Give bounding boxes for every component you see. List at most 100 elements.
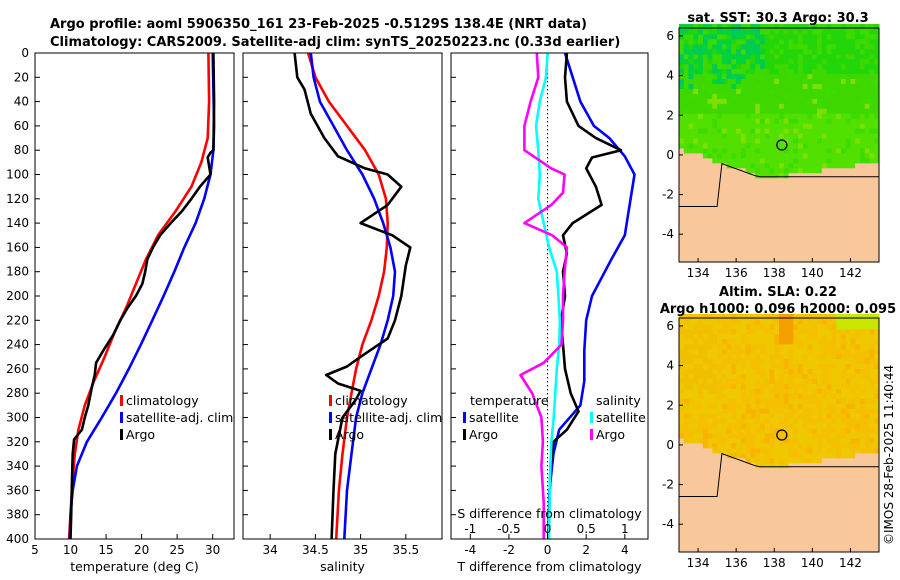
- sst_map-cell: [869, 118, 875, 124]
- sla_map-cell: [745, 358, 751, 365]
- sst_map-cell: [740, 242, 747, 248]
- sst_map-cell: [769, 33, 775, 40]
- sla_map-cell: [740, 358, 747, 365]
- sla_map-cell: [679, 477, 685, 484]
- sst_map-cell: [783, 48, 790, 55]
- sla_map-cell: [721, 482, 728, 489]
- sst_map-cell: [764, 232, 770, 238]
- sla_map-cell: [683, 348, 690, 355]
- sst_map-cell: [779, 197, 785, 204]
- sst_map-cell: [836, 197, 842, 204]
- sla_map-cell: [812, 542, 818, 548]
- sst_map-cell: [731, 88, 737, 94]
- sla_map-cell: [712, 318, 718, 325]
- sst_map-cell: [779, 232, 785, 238]
- sst_map-cell: [831, 143, 837, 149]
- sst_map-cell: [755, 123, 761, 129]
- sla_map-cell: [779, 418, 785, 424]
- sla_map-cell: [855, 368, 861, 375]
- sla_map-cell: [840, 447, 847, 454]
- sla_map-cell: [807, 403, 813, 409]
- sst_map-cell: [698, 237, 704, 243]
- sla_map-cell: [869, 383, 875, 389]
- sla_map-cell: [712, 477, 718, 484]
- sst_map-cell: [707, 24, 713, 30]
- sla_map-cell: [698, 348, 704, 355]
- difference-x2label: S difference from climatology: [457, 506, 642, 521]
- sst_map-cell: [693, 217, 699, 223]
- sla_map-cell: [759, 328, 766, 335]
- sla_map-cell: [821, 472, 828, 479]
- sst_map-cell: [798, 123, 804, 129]
- sst_map-cell: [798, 167, 804, 174]
- sla_map-cell: [726, 418, 732, 424]
- sst_map-cell: [698, 48, 704, 55]
- sst_map-cell: [812, 143, 818, 149]
- sst_map-cell: [755, 88, 761, 94]
- sst_map-cell: [855, 212, 861, 218]
- sst_map-cell: [807, 24, 813, 30]
- sst_map-cell: [731, 147, 737, 154]
- sst_map-ytick-label: 4: [666, 69, 674, 83]
- sla_map-cell: [845, 318, 851, 325]
- sst_map-cell: [874, 63, 880, 70]
- sst_map-cell: [855, 28, 861, 35]
- sla_map-cell: [793, 507, 799, 513]
- sst_map-cell: [788, 24, 794, 30]
- sst_map-cell: [798, 237, 804, 243]
- sla_map-cell: [774, 418, 780, 424]
- sst_map-cell: [817, 182, 823, 189]
- sst_map-cell: [726, 143, 732, 149]
- sla_map-cell: [764, 318, 770, 325]
- sla_map-cell: [702, 537, 709, 543]
- sla_map-cell: [712, 398, 718, 404]
- sla_map-cell: [745, 487, 751, 494]
- sst_map-cell: [812, 28, 818, 35]
- sla_map-cell: [788, 522, 794, 528]
- sla_map-cell: [693, 542, 699, 548]
- sla_map-cell: [817, 318, 823, 325]
- sst_map-cell: [817, 143, 823, 149]
- sst_map-cell: [693, 237, 699, 243]
- sla_map-cell: [812, 348, 818, 355]
- sst_map-cell: [812, 247, 818, 253]
- sla_map-cell: [783, 537, 790, 543]
- sla_map-cell: [736, 467, 742, 474]
- sla_map-cell: [740, 472, 747, 479]
- sst_map-cell: [702, 182, 709, 189]
- sla_map-cell: [831, 398, 837, 404]
- sst_map-cell: [698, 68, 704, 75]
- sst_map-cell: [683, 157, 690, 164]
- sla_map-cell: [726, 358, 732, 365]
- sla_map-cell: [845, 413, 851, 419]
- sst_map-cell: [717, 242, 723, 248]
- sla_map-cell: [750, 378, 756, 384]
- sst_map-cell: [826, 38, 832, 45]
- sst_map-cell: [788, 88, 794, 94]
- temperature-ytick-label: 200: [6, 289, 29, 303]
- sst_map-cell: [774, 128, 780, 134]
- difference-xtick-label: 4: [621, 543, 629, 557]
- sla_map-cell: [745, 517, 751, 523]
- sst_map-cell: [774, 187, 780, 194]
- sst_map-cell: [793, 197, 799, 204]
- sst_map-cell: [793, 24, 799, 30]
- sst_map-cell: [750, 232, 756, 238]
- sla_map-cell: [812, 502, 818, 508]
- sst_map-cell: [855, 172, 861, 179]
- sst_map-cell: [869, 167, 875, 174]
- sst_map-cell: [874, 33, 880, 40]
- sla_map-cell: [845, 472, 851, 479]
- sla_map-cell: [683, 423, 690, 429]
- sla_map-cell: [807, 413, 813, 419]
- sst_map-cell: [683, 53, 690, 60]
- sst_map-cell: [850, 93, 856, 99]
- sla_map-cell: [798, 358, 804, 365]
- sst_map-cell: [831, 33, 837, 40]
- sla_map-cell: [712, 527, 718, 533]
- sst_map-cell: [821, 78, 828, 85]
- sla_map-cell: [779, 532, 785, 538]
- sla_map-cell: [859, 398, 866, 404]
- sla_map-cell: [698, 428, 704, 434]
